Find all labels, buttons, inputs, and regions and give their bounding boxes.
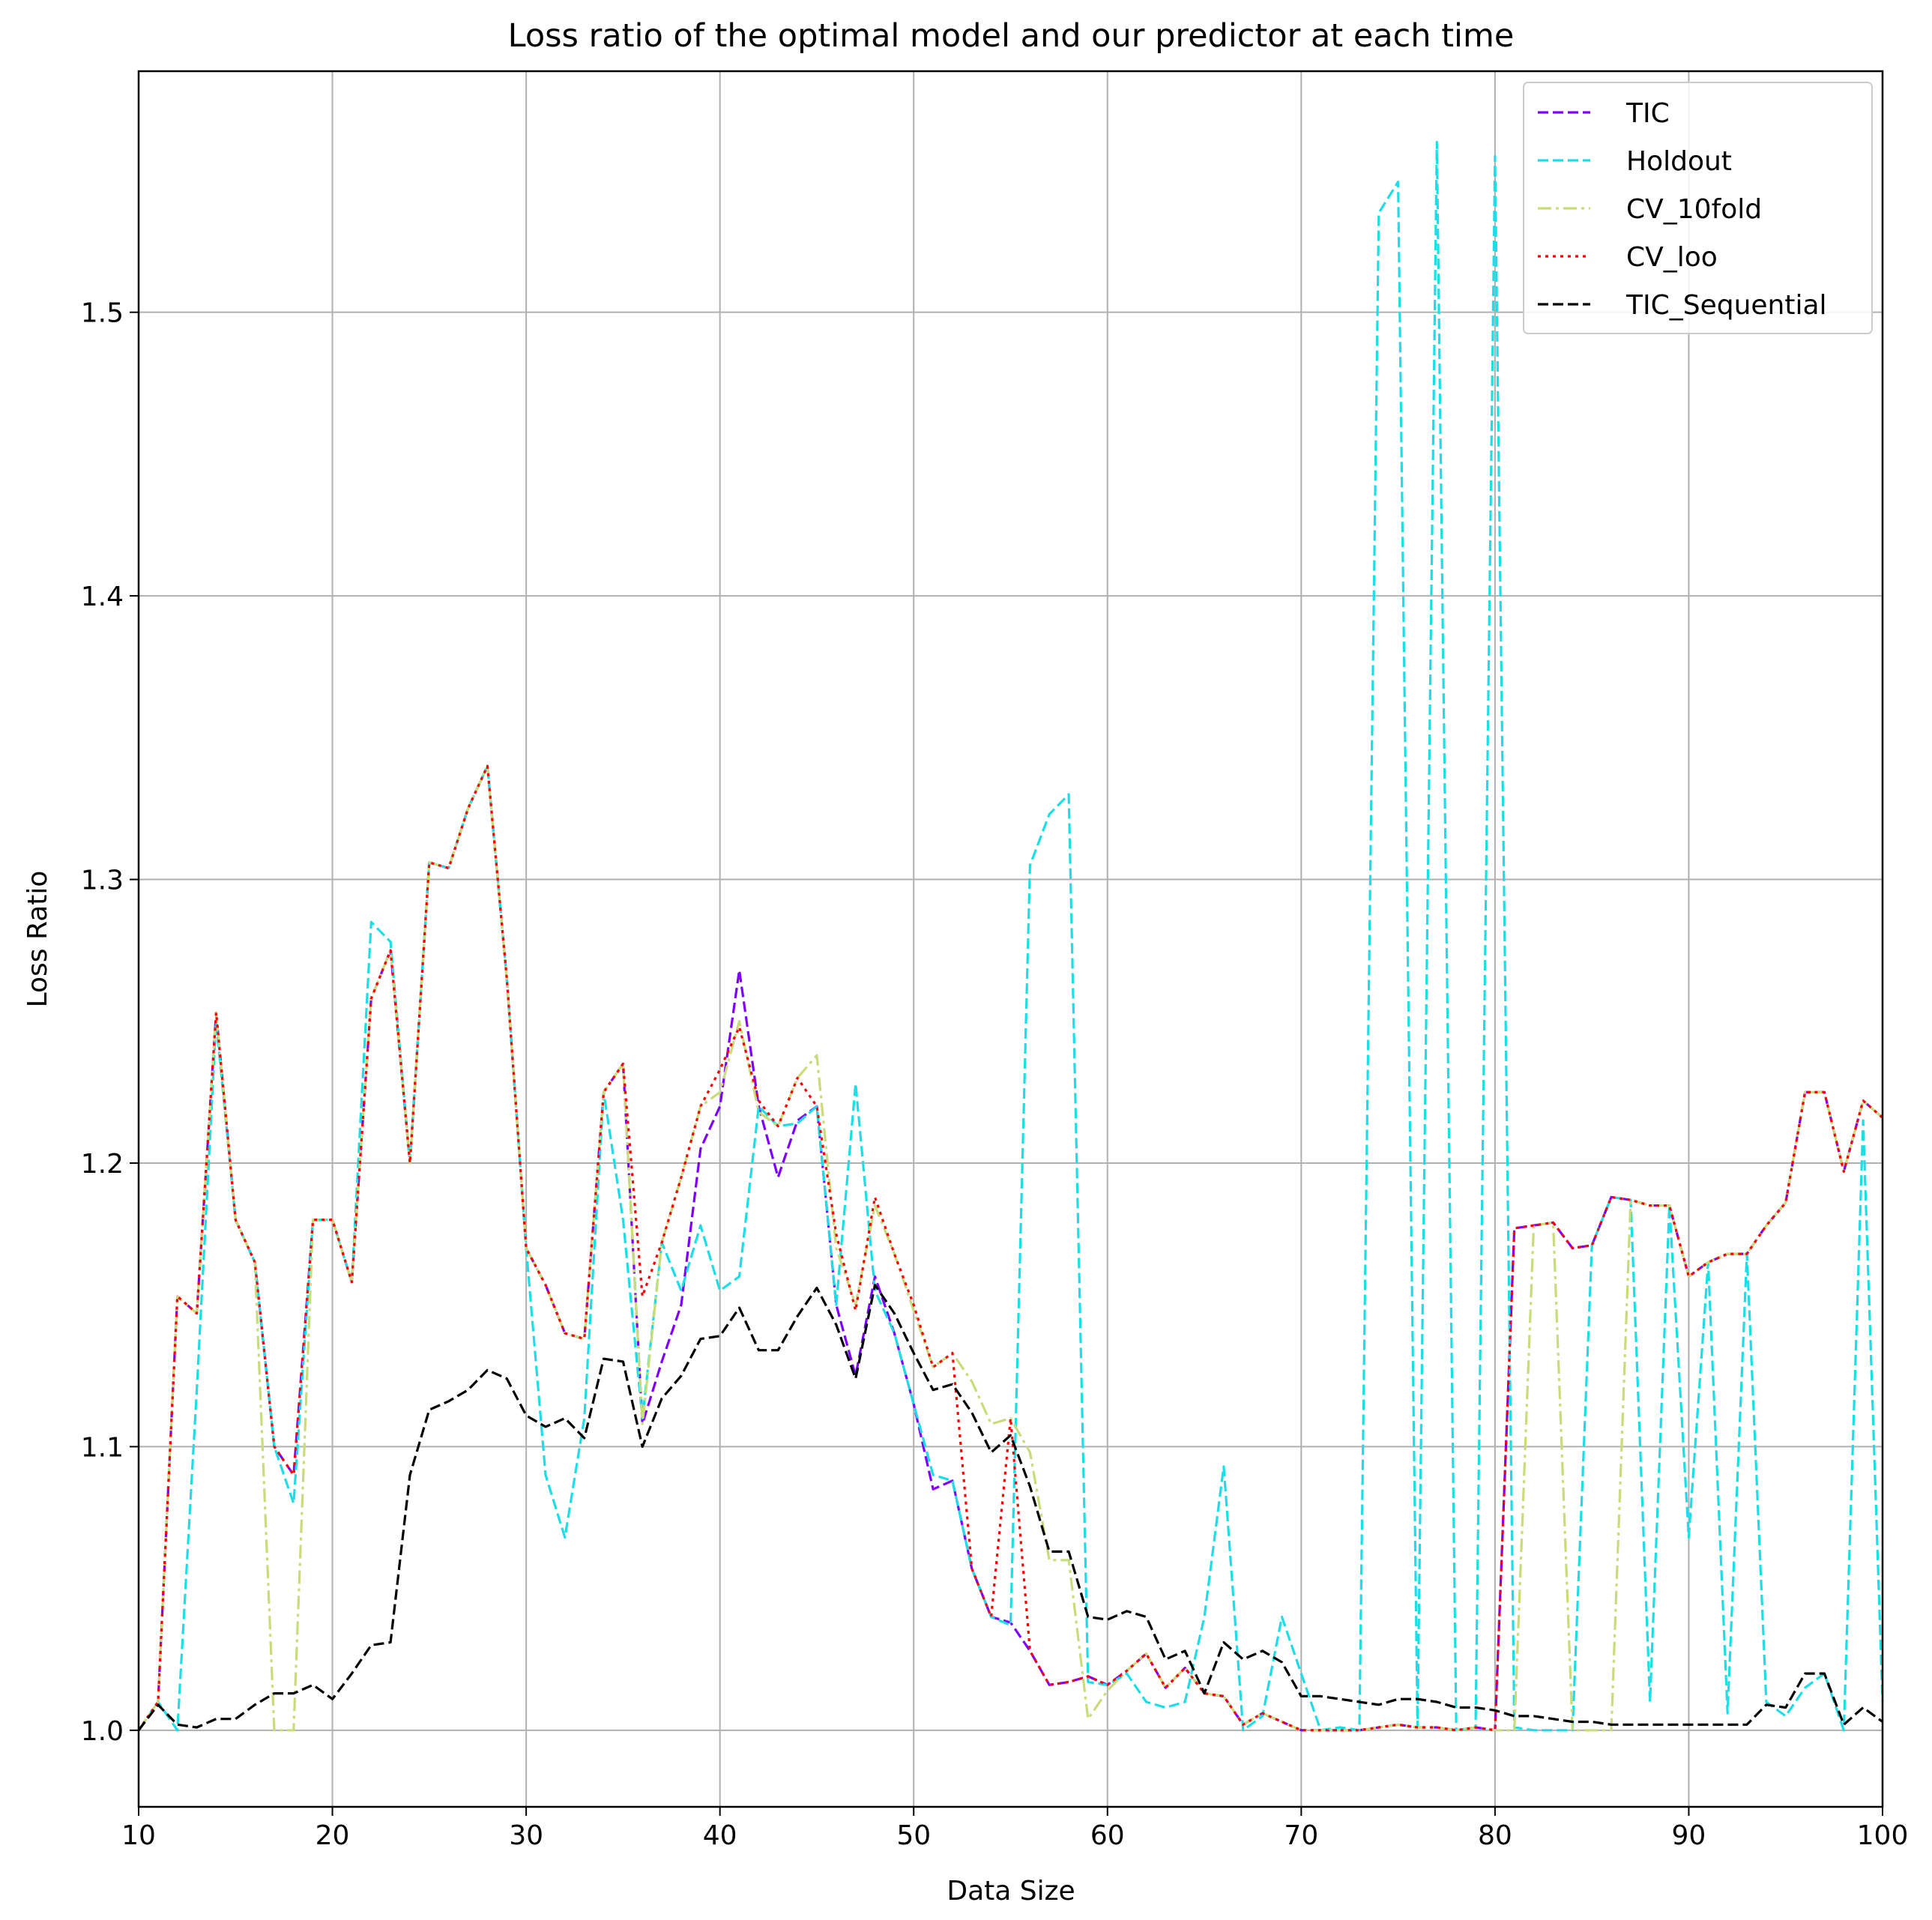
x-axis-label: Data Size — [947, 1876, 1075, 1907]
y-tick-label: 1.0 — [81, 1716, 124, 1747]
x-tick-label: 30 — [509, 1820, 543, 1851]
x-tick-label: 70 — [1284, 1820, 1318, 1851]
y-axis-label: Loss Ratio — [22, 871, 53, 1008]
legend-box — [1523, 82, 1873, 334]
x-tick-label: 80 — [1478, 1820, 1512, 1851]
x-tick-label: 10 — [121, 1820, 156, 1851]
chart-title: Loss ratio of the optimal model and our … — [508, 17, 1515, 55]
series-line-tic-sequential — [137, 1284, 1883, 1731]
plot-frame — [137, 70, 1884, 1808]
legend-label: CV_loo — [1626, 242, 1718, 273]
y-tick-label: 1.5 — [81, 298, 124, 329]
y-axis-ticks: 1.0 1.1 1.2 1.3 1.4 1.5 — [81, 298, 139, 1747]
y-tick-label: 1.2 — [81, 1149, 124, 1180]
x-tick-label: 100 — [1857, 1820, 1909, 1851]
x-tick-label: 90 — [1672, 1820, 1706, 1851]
legend-label: TIC_Sequential — [1625, 290, 1827, 321]
x-axis-ticks: 10 20 30 40 50 60 70 80 90 100 — [121, 1807, 1908, 1851]
x-tick-label: 20 — [316, 1820, 350, 1851]
x-tick-label: 50 — [896, 1820, 931, 1851]
legend-label: CV_10fold — [1626, 194, 1762, 225]
x-tick-label: 40 — [703, 1820, 737, 1851]
y-tick-label: 1.4 — [81, 582, 124, 612]
y-tick-label: 1.3 — [81, 866, 124, 896]
legend: TIC Holdout CV_10fold CV_loo TIC_Sequential — [1523, 82, 1873, 334]
y-tick-label: 1.1 — [81, 1432, 124, 1463]
series-line-cv-10fold — [137, 764, 1884, 1732]
series-lines — [137, 141, 1884, 1732]
legend-label: TIC — [1625, 98, 1670, 129]
legend-label: Holdout — [1626, 146, 1732, 177]
x-tick-label: 60 — [1090, 1820, 1125, 1851]
